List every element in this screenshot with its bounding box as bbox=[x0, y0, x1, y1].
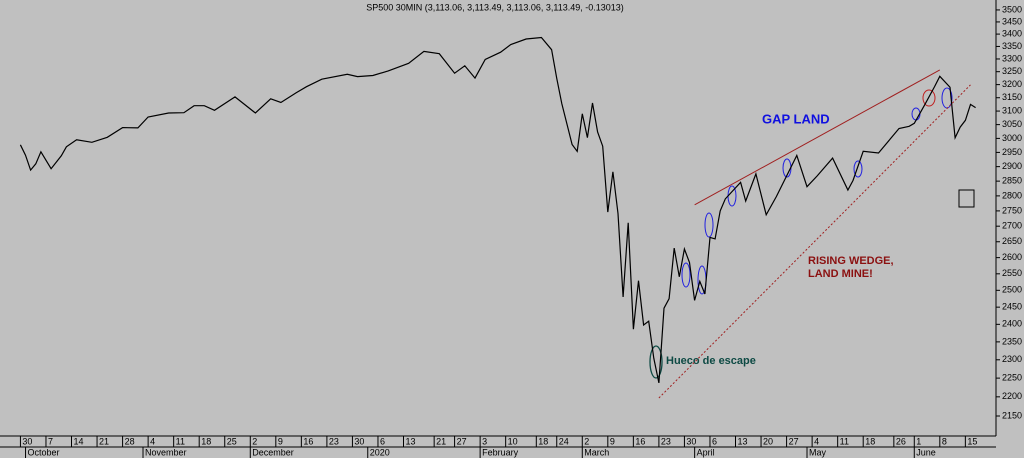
x-tick-label: 8 bbox=[942, 436, 947, 446]
x-tick-label: 3 bbox=[482, 436, 487, 446]
x-tick-label: 16 bbox=[635, 436, 645, 446]
y-tick-label: 2850 bbox=[1002, 176, 1022, 186]
ellipse-marker bbox=[649, 345, 663, 379]
annotation: RISING WEDGE, bbox=[808, 255, 894, 267]
y-tick-label: 3350 bbox=[1002, 41, 1022, 51]
y-tick-label: 3250 bbox=[1002, 66, 1022, 76]
ellipse-marker bbox=[704, 212, 714, 238]
price-line bbox=[19, 36, 976, 384]
chart-title: SP500 30MIN (3,113.06, 3,113.49, 3,113.0… bbox=[366, 2, 624, 12]
x-tick-label: 14 bbox=[74, 436, 84, 446]
ellipse-marker bbox=[681, 262, 691, 288]
month-label: June bbox=[916, 447, 936, 457]
x-tick-label: 28 bbox=[125, 436, 135, 446]
x-tick-label: 4 bbox=[814, 436, 819, 446]
y-tick-label: 2650 bbox=[1002, 236, 1022, 246]
circle-marker bbox=[922, 89, 936, 107]
y-tick-label: 2900 bbox=[1002, 161, 1022, 171]
x-tick-label: 27 bbox=[789, 436, 799, 446]
month-label: April bbox=[697, 447, 715, 457]
x-tick-label: 16 bbox=[303, 436, 313, 446]
y-tick-label: 2400 bbox=[1002, 319, 1022, 329]
y-tick-label: 2500 bbox=[1002, 285, 1022, 295]
x-tick-label: 27 bbox=[457, 436, 467, 446]
x-tick-label: 11 bbox=[840, 436, 849, 446]
y-tick-label: 3150 bbox=[1002, 92, 1022, 102]
y-tick-label: 3500 bbox=[1002, 4, 1022, 14]
x-tick-label: 2 bbox=[584, 436, 589, 446]
x-tick-label: 18 bbox=[865, 436, 875, 446]
x-tick-label: 15 bbox=[967, 436, 977, 446]
month-label: November bbox=[145, 447, 187, 457]
y-tick-label: 2150 bbox=[1002, 410, 1022, 420]
x-tick-label: 21 bbox=[436, 436, 446, 446]
month-label: October bbox=[28, 447, 60, 457]
annotation: GAP LAND bbox=[762, 111, 830, 126]
y-tick-label: 2600 bbox=[1002, 252, 1022, 262]
x-tick-label: 24 bbox=[559, 436, 569, 446]
y-tick-label: 3300 bbox=[1002, 53, 1022, 63]
ellipse-marker bbox=[853, 160, 863, 178]
y-tick-label: 3450 bbox=[1002, 16, 1022, 26]
x-tick-label: 7 bbox=[48, 436, 53, 446]
month-label: February bbox=[482, 447, 519, 457]
x-tick-label: 30 bbox=[22, 436, 32, 446]
x-tick-label: 21 bbox=[99, 436, 109, 446]
y-tick-label: 2700 bbox=[1002, 221, 1022, 231]
y-tick-label: 3200 bbox=[1002, 79, 1022, 89]
y-tick-label: 2550 bbox=[1002, 268, 1022, 278]
month-label: March bbox=[584, 447, 609, 457]
x-tick-label: 30 bbox=[686, 436, 696, 446]
x-tick-label: 25 bbox=[227, 436, 237, 446]
x-tick-label: 23 bbox=[329, 436, 339, 446]
x-tick-label: 6 bbox=[380, 436, 385, 446]
x-tick-label: 23 bbox=[661, 436, 671, 446]
y-tick-label: 3100 bbox=[1002, 105, 1022, 115]
x-tick-label: 30 bbox=[354, 436, 364, 446]
trendline bbox=[658, 84, 971, 399]
trendline bbox=[694, 69, 941, 206]
x-tick-label: 9 bbox=[610, 436, 615, 446]
month-label: May bbox=[809, 447, 827, 457]
y-tick-label: 2300 bbox=[1002, 354, 1022, 364]
x-tick-label: 1 bbox=[916, 436, 921, 446]
x-tick-label: 26 bbox=[896, 436, 906, 446]
x-tick-label: 11 bbox=[176, 436, 185, 446]
y-tick-label: 2750 bbox=[1002, 205, 1022, 215]
month-label: December bbox=[252, 447, 294, 457]
x-tick-label: 9 bbox=[278, 436, 283, 446]
y-tick-label: 2350 bbox=[1002, 336, 1022, 346]
x-tick-label: 4 bbox=[150, 436, 155, 446]
y-tick-label: 2800 bbox=[1002, 190, 1022, 200]
x-tick-label: 20 bbox=[763, 436, 773, 446]
x-tick-label: 6 bbox=[712, 436, 717, 446]
y-tick-label: 3000 bbox=[1002, 133, 1022, 143]
x-tick-label: 10 bbox=[508, 436, 518, 446]
box-marker bbox=[958, 189, 975, 208]
annotation: Hueco de escape bbox=[666, 355, 756, 367]
y-tick-label: 2250 bbox=[1002, 372, 1022, 382]
y-tick-label: 2950 bbox=[1002, 147, 1022, 157]
y-tick-label: 2450 bbox=[1002, 302, 1022, 312]
x-tick-label: 13 bbox=[406, 436, 416, 446]
y-tick-label: 3400 bbox=[1002, 28, 1022, 38]
y-tick-label: 2200 bbox=[1002, 391, 1022, 401]
month-label: 2020 bbox=[370, 447, 390, 457]
x-tick-label: 18 bbox=[201, 436, 211, 446]
y-tick-label: 3050 bbox=[1002, 119, 1022, 129]
x-tick-label: 2 bbox=[252, 436, 257, 446]
annotation: LAND MINE! bbox=[808, 268, 873, 280]
x-tick-label: 18 bbox=[538, 436, 548, 446]
x-tick-label: 13 bbox=[738, 436, 748, 446]
